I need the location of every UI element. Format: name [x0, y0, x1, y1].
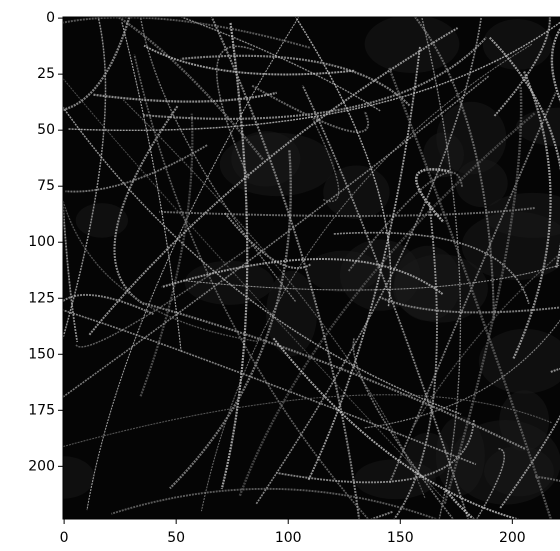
grass-stroke: [347, 171, 464, 272]
grass-stroke: [93, 91, 277, 103]
x-tick-label: 200: [499, 530, 526, 546]
x-tick-label: 100: [275, 530, 302, 546]
y-tick-label: 200: [28, 458, 55, 474]
grass-stroke: [161, 258, 444, 295]
grass-stroke: [113, 105, 179, 306]
y-tick-label: 25: [37, 66, 55, 82]
grass-stroke: [220, 22, 249, 490]
y-tick-label: 75: [37, 178, 55, 194]
grass-stroke: [63, 394, 552, 448]
y-tick-label: 150: [28, 346, 55, 362]
grass-stroke: [388, 67, 553, 519]
texture: [63, 456, 95, 499]
grass-stroke: [393, 201, 438, 519]
y-tick-label: 50: [37, 122, 55, 138]
grass-stroke: [420, 17, 462, 519]
grass-stroke: [238, 112, 536, 497]
texture: [231, 131, 301, 187]
grass-stroke: [200, 43, 533, 512]
grass-stroke: [352, 337, 455, 519]
grass-stroke: [86, 17, 300, 511]
grass-stroke: [139, 17, 297, 302]
image: [63, 17, 560, 519]
grass-stroke: [143, 302, 526, 450]
grass-stroke: [512, 71, 552, 360]
grass-stroke: [475, 447, 506, 519]
grass-stroke: [216, 45, 255, 179]
grass-stroke: [251, 84, 370, 133]
grass-stroke: [121, 22, 182, 353]
grass-stroke: [388, 92, 557, 484]
grass-stroke: [378, 296, 560, 314]
grass-stroke: [276, 420, 475, 484]
texture: [482, 19, 553, 70]
grass-stroke: [307, 46, 421, 481]
texture: [484, 192, 560, 238]
texture: [75, 203, 129, 238]
grass-stroke: [183, 264, 560, 291]
grass-stroke: [143, 36, 487, 120]
axes-frame: [62, 16, 560, 520]
texture: [364, 17, 460, 73]
texture: [323, 165, 390, 220]
grass-stroke: [67, 21, 560, 132]
grass-stroke: [143, 44, 355, 76]
grass-stroke: [488, 36, 560, 268]
grass-stroke: [63, 17, 131, 111]
y-tick-label: 175: [28, 402, 55, 418]
grass-stroke: [364, 319, 560, 429]
grass-stroke: [180, 54, 411, 107]
y-tick-label: 0: [46, 10, 55, 26]
grass-stroke: [312, 118, 340, 202]
grass-stroke: [294, 17, 392, 307]
grass-stroke: [63, 77, 444, 499]
grass-stroke: [535, 475, 560, 483]
grass-stroke: [272, 337, 522, 519]
grass-stroke: [415, 168, 450, 224]
grass-stroke: [179, 17, 382, 112]
grass-stroke: [493, 17, 551, 117]
texture: [515, 107, 560, 147]
x-tick-label: 0: [60, 530, 69, 546]
grass-stroke: [255, 17, 483, 505]
grass-stroke: [413, 252, 560, 427]
grass-stroke: [333, 231, 530, 304]
grass-stroke: [63, 17, 311, 49]
grass-stroke: [75, 241, 258, 348]
grass-stroke: [63, 309, 477, 466]
grass-stroke: [139, 113, 194, 397]
grass-stroke: [63, 191, 79, 343]
grass-stroke: [133, 54, 370, 519]
grass-stroke: [550, 27, 560, 103]
grass-stroke: [499, 368, 560, 509]
grass-stroke: [65, 144, 208, 193]
grass-stroke: [63, 105, 462, 415]
y-tick-label: 125: [28, 290, 55, 306]
x-tick-label: 50: [167, 530, 185, 546]
y-tick-label: 100: [28, 234, 55, 250]
grass-stroke: [63, 197, 258, 343]
grass-stroke: [88, 27, 459, 336]
x-tick-label: 150: [387, 530, 414, 546]
texture: [449, 420, 560, 505]
grass-stroke: [169, 150, 292, 490]
grass-stroke: [63, 294, 154, 315]
grass-stroke: [413, 17, 495, 321]
grass-stroke: [111, 487, 439, 519]
grass-stroke: [210, 17, 361, 519]
grass-stroke: [443, 87, 523, 504]
texture: [478, 328, 560, 394]
grass-stroke: [63, 75, 490, 398]
